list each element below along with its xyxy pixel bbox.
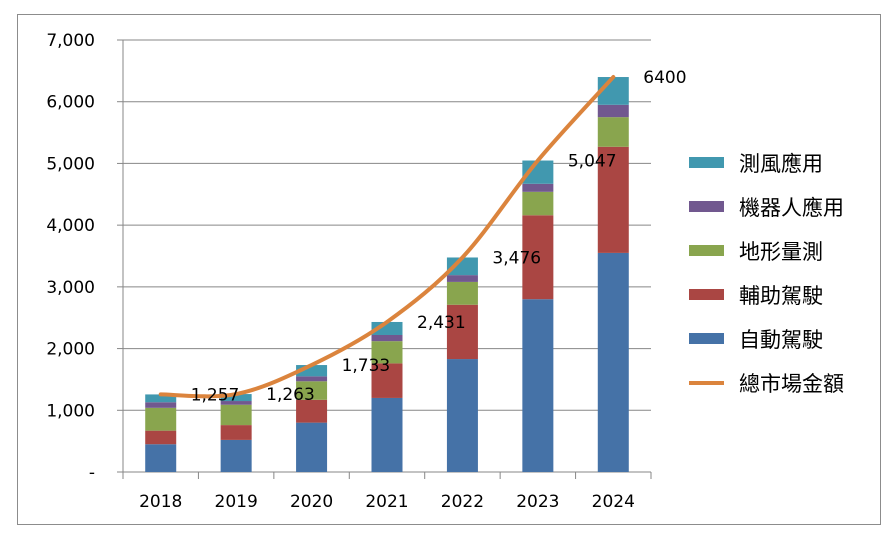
legend-label-1: 機器人應用 [739, 196, 844, 220]
y-tick-label: 3,000 [46, 278, 95, 298]
bar-2020-series-4 [296, 365, 328, 377]
bar-2022-series-2 [446, 281, 478, 305]
bar-2022-series-1 [446, 304, 478, 360]
bar-2023-series-3 [522, 183, 554, 192]
bar-2020-series-3 [296, 376, 328, 382]
bar-2020-series-1 [296, 399, 328, 423]
line-data-label-2021: 2,431 [417, 313, 466, 333]
bar-2020-series-2 [296, 381, 328, 400]
line-data-label-2023: 5,047 [568, 152, 617, 172]
y-tick-label: - [89, 463, 95, 483]
x-tick-label-2021: 2021 [365, 492, 408, 512]
line-data-label-2018: 1,257 [191, 385, 240, 405]
legend-swatch-0 [689, 157, 724, 168]
x-tick-label-2024: 2024 [592, 492, 635, 512]
bar-2018-series-1 [145, 430, 177, 445]
bar-2022-series-4 [446, 257, 478, 276]
y-tick-label: 2,000 [46, 340, 95, 360]
y-tick-label: 6,000 [46, 93, 95, 113]
y-tick-label: 1,000 [46, 401, 95, 421]
bar-2022-series-3 [446, 275, 478, 282]
bar-2018-series-2 [145, 407, 177, 431]
bar-2023-series-0 [522, 299, 554, 472]
legend-label-3: 輔助駕駛 [739, 284, 823, 308]
bar-2023-series-2 [522, 191, 554, 216]
x-tick-label-2018: 2018 [139, 492, 182, 512]
bar-2022-series-0 [446, 359, 478, 472]
line-data-label-2024: 6400 [643, 68, 686, 88]
bar-2024-series-3 [597, 104, 629, 118]
y-tick-label: 5,000 [46, 154, 95, 174]
legend-label-5: 總市場金額 [739, 372, 844, 396]
bar-2024-series-0 [597, 252, 629, 472]
bar-2023-series-1 [522, 215, 554, 300]
y-tick-label: 7,000 [46, 31, 95, 51]
bar-2021-series-1 [371, 363, 403, 398]
bar-2021-series-2 [371, 341, 403, 364]
bar-2018-series-3 [145, 402, 177, 408]
y-tick-label: 4,000 [46, 216, 95, 236]
line-data-label-2022: 3,476 [492, 248, 541, 268]
bar-2024-series-1 [597, 146, 629, 253]
bar-2019-series-3 [220, 401, 252, 405]
bar-2024-series-2 [597, 117, 629, 147]
x-tick-label-2019: 2019 [215, 492, 258, 512]
x-tick-label-2023: 2023 [516, 492, 559, 512]
line-data-label-2019: 1,263 [266, 385, 315, 405]
bar-2021-series-0 [371, 397, 403, 472]
bar-2018-series-0 [145, 444, 177, 472]
bar-2019-series-4 [220, 394, 252, 402]
line-data-label-2020: 1,733 [342, 356, 391, 376]
bar-2021-series-3 [371, 334, 403, 342]
bar-2019-series-0 [220, 439, 252, 472]
legend-swatch-2 [689, 245, 724, 256]
bar-2023-series-4 [522, 160, 554, 184]
legend-label-0: 測風應用 [739, 152, 823, 176]
legend-swatch-4 [689, 333, 724, 344]
total-market-line [158, 75, 616, 399]
legend-swatch-1 [689, 201, 724, 212]
bar-2020-series-0 [296, 422, 328, 472]
legend-label-2: 地形量測 [739, 240, 823, 264]
bar-2018-series-4 [145, 394, 177, 403]
legend-label-4: 自動駕駛 [739, 328, 823, 352]
x-tick-label-2022: 2022 [441, 492, 484, 512]
bar-2019-series-1 [220, 425, 252, 440]
x-tick-label-2020: 2020 [290, 492, 333, 512]
bar-2019-series-2 [220, 404, 252, 426]
legend-swatch-3 [689, 289, 724, 300]
